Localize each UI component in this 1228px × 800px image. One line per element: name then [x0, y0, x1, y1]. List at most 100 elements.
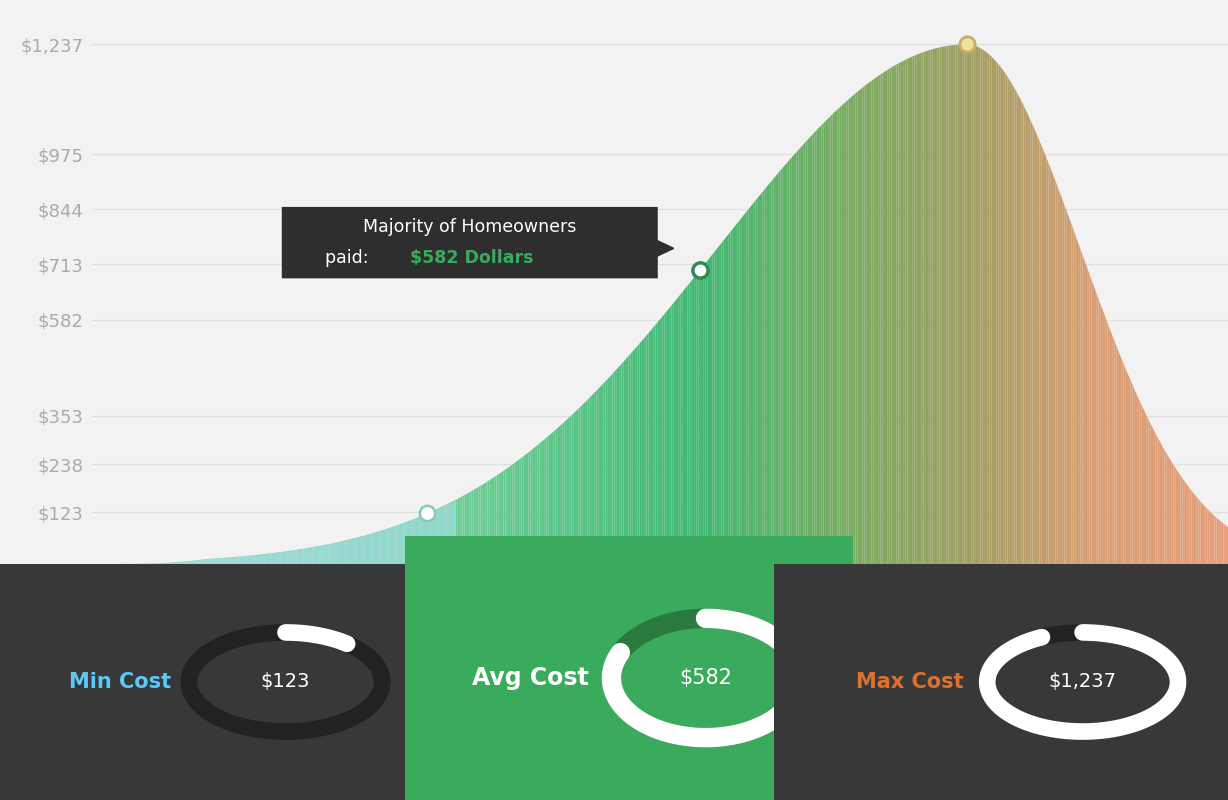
Text: paid:: paid:: [325, 250, 375, 267]
Text: $582: $582: [679, 668, 732, 688]
Polygon shape: [392, 526, 394, 564]
Polygon shape: [872, 79, 873, 564]
Polygon shape: [763, 190, 765, 564]
Polygon shape: [311, 547, 312, 564]
Polygon shape: [458, 498, 460, 564]
Polygon shape: [860, 88, 862, 564]
Polygon shape: [271, 553, 274, 564]
Polygon shape: [919, 53, 921, 564]
Polygon shape: [851, 95, 853, 564]
Polygon shape: [1046, 158, 1049, 564]
Polygon shape: [1146, 415, 1148, 564]
Polygon shape: [812, 132, 814, 564]
Polygon shape: [966, 44, 969, 564]
Polygon shape: [576, 409, 578, 564]
Polygon shape: [546, 436, 549, 564]
Polygon shape: [853, 94, 856, 564]
Polygon shape: [901, 61, 903, 564]
Polygon shape: [535, 446, 538, 564]
Polygon shape: [467, 492, 469, 564]
Polygon shape: [445, 505, 447, 564]
Polygon shape: [312, 546, 314, 564]
Polygon shape: [876, 76, 878, 564]
Polygon shape: [255, 554, 258, 564]
Polygon shape: [437, 508, 440, 564]
Polygon shape: [1116, 346, 1119, 564]
Polygon shape: [415, 518, 418, 564]
Polygon shape: [573, 411, 576, 564]
Polygon shape: [370, 534, 372, 564]
Polygon shape: [373, 532, 376, 564]
Polygon shape: [472, 490, 474, 564]
Polygon shape: [613, 371, 615, 564]
Polygon shape: [1187, 485, 1190, 564]
Polygon shape: [640, 341, 642, 564]
Polygon shape: [1062, 199, 1065, 564]
Polygon shape: [1081, 249, 1083, 564]
Polygon shape: [615, 369, 616, 564]
Polygon shape: [405, 522, 408, 564]
Polygon shape: [828, 116, 830, 564]
Polygon shape: [1017, 92, 1019, 564]
Polygon shape: [710, 254, 712, 564]
Polygon shape: [480, 484, 483, 564]
Polygon shape: [292, 550, 295, 564]
Polygon shape: [1126, 369, 1129, 564]
Polygon shape: [1214, 516, 1217, 564]
Polygon shape: [156, 563, 158, 564]
Polygon shape: [328, 544, 330, 564]
Polygon shape: [319, 546, 322, 564]
Polygon shape: [429, 512, 431, 564]
Polygon shape: [685, 286, 688, 564]
Polygon shape: [899, 62, 901, 564]
Polygon shape: [736, 223, 737, 564]
Polygon shape: [691, 278, 694, 564]
Polygon shape: [282, 551, 285, 564]
Text: Min Cost: Min Cost: [69, 672, 171, 692]
Polygon shape: [221, 558, 223, 564]
Polygon shape: [431, 511, 433, 564]
Polygon shape: [1055, 181, 1057, 564]
Polygon shape: [955, 45, 958, 564]
Polygon shape: [237, 557, 239, 564]
Polygon shape: [608, 376, 610, 564]
Polygon shape: [720, 243, 721, 564]
Polygon shape: [341, 541, 344, 564]
Polygon shape: [555, 428, 558, 564]
Polygon shape: [707, 258, 710, 564]
Polygon shape: [765, 186, 766, 564]
Polygon shape: [539, 442, 542, 564]
Polygon shape: [463, 495, 464, 564]
Polygon shape: [982, 50, 985, 564]
Polygon shape: [388, 528, 389, 564]
Polygon shape: [526, 453, 528, 564]
Polygon shape: [274, 553, 276, 564]
Polygon shape: [308, 547, 311, 564]
Polygon shape: [469, 491, 472, 564]
Polygon shape: [915, 54, 917, 564]
Polygon shape: [774, 176, 776, 564]
Polygon shape: [1060, 193, 1062, 564]
Polygon shape: [554, 430, 555, 564]
Polygon shape: [1054, 174, 1055, 564]
Polygon shape: [544, 438, 546, 564]
Polygon shape: [456, 498, 458, 564]
Polygon shape: [1201, 502, 1203, 564]
Polygon shape: [944, 46, 947, 564]
Polygon shape: [322, 545, 324, 564]
Polygon shape: [421, 515, 424, 564]
Polygon shape: [1167, 454, 1169, 564]
Polygon shape: [1033, 125, 1035, 564]
Polygon shape: [931, 49, 933, 564]
Polygon shape: [910, 57, 912, 564]
Polygon shape: [1024, 106, 1025, 564]
Polygon shape: [907, 58, 910, 564]
Polygon shape: [849, 98, 851, 564]
Polygon shape: [1099, 299, 1100, 564]
Polygon shape: [592, 393, 594, 564]
Polygon shape: [196, 560, 199, 564]
Polygon shape: [1087, 268, 1089, 564]
Polygon shape: [1084, 262, 1087, 564]
Polygon shape: [605, 378, 608, 564]
Polygon shape: [664, 311, 667, 564]
